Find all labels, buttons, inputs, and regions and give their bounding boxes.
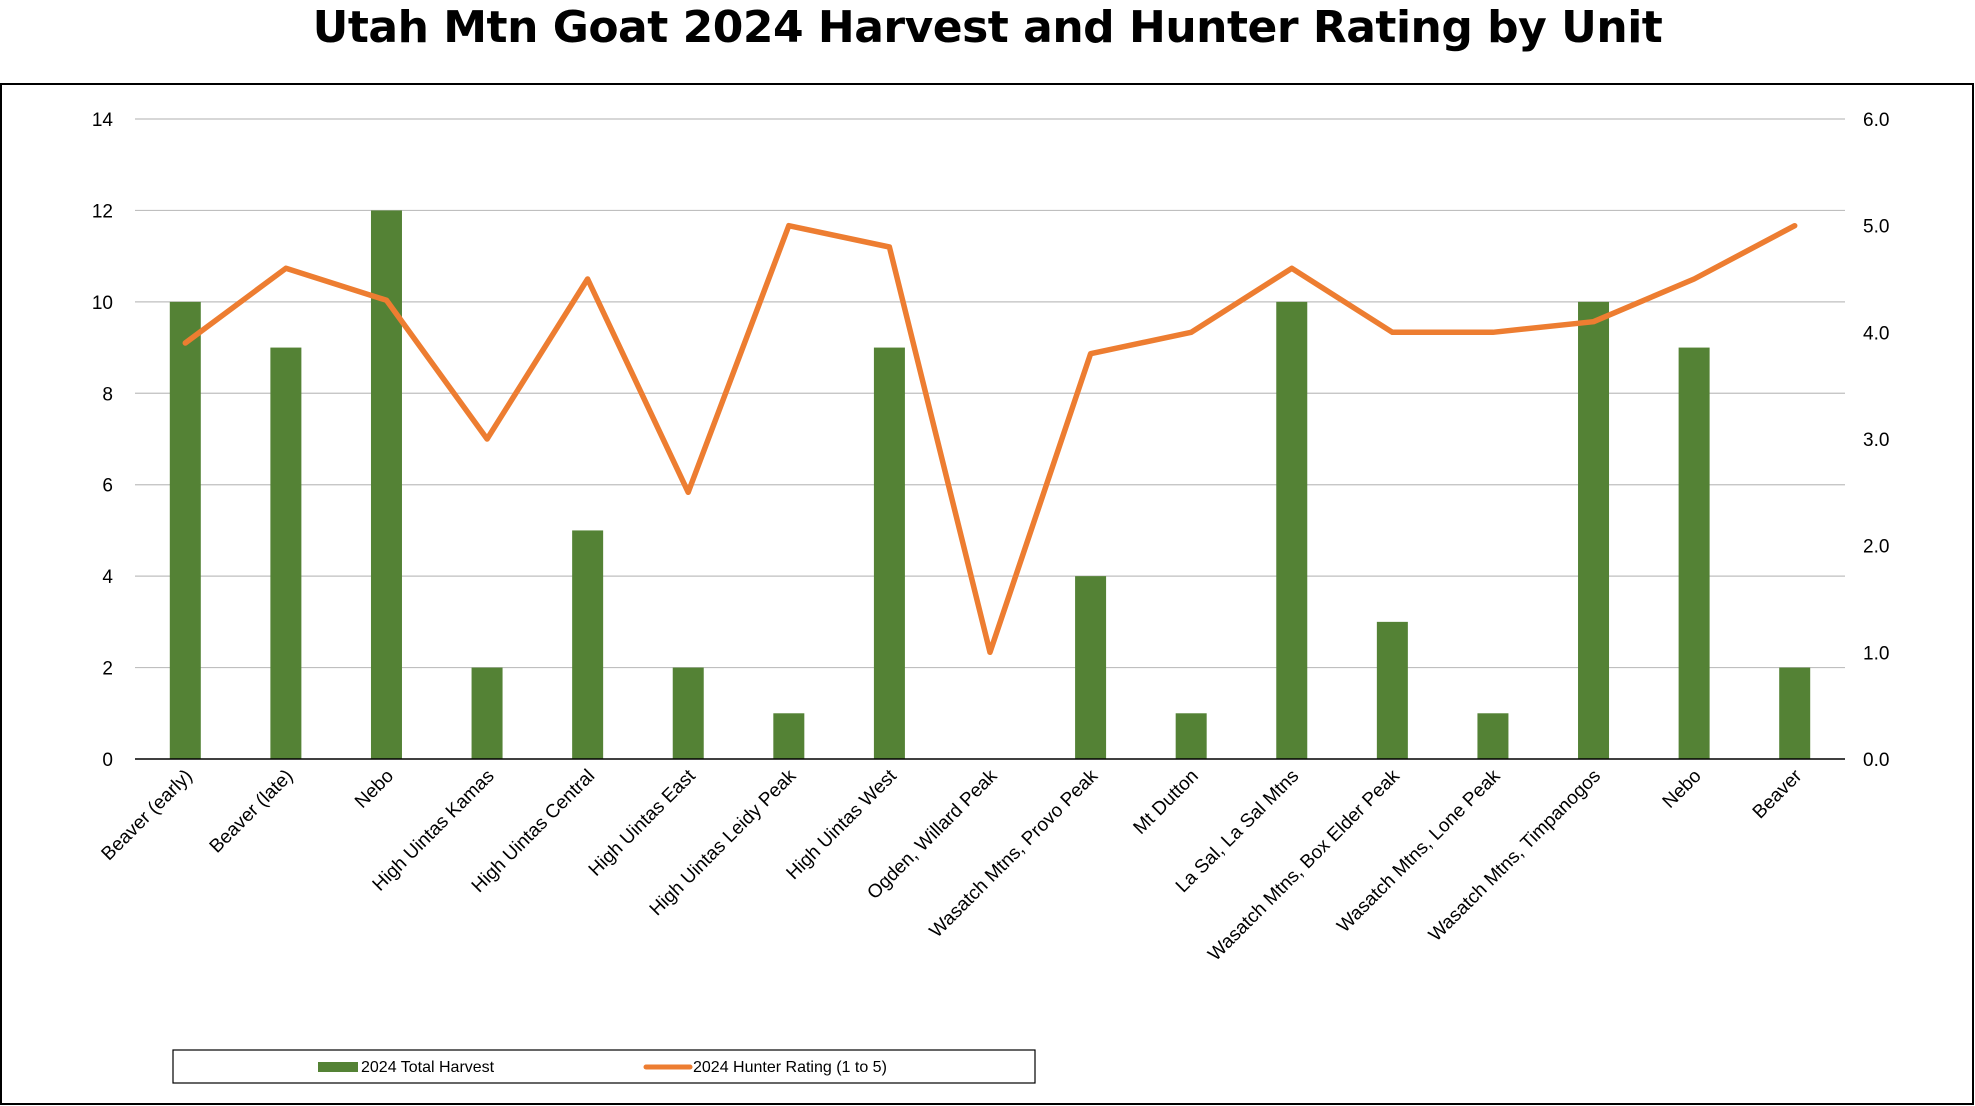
left-axis-ticks: 0 2 4 6 8 10 12 14 xyxy=(92,110,114,771)
left-tick-label: 0 xyxy=(102,750,113,771)
gridlines xyxy=(135,118,1845,669)
left-tick-label: 8 xyxy=(102,384,113,405)
bar xyxy=(370,210,402,759)
right-tick-label: 1.0 xyxy=(1863,643,1889,664)
bar xyxy=(169,301,201,759)
bar xyxy=(1376,621,1408,759)
bar xyxy=(471,667,503,759)
left-tick-label: 10 xyxy=(92,293,113,314)
legend-box xyxy=(172,1049,1036,1084)
right-tick-label: 3.0 xyxy=(1863,430,1889,451)
chart-title: Utah Mtn Goat 2024 Harvest and Hunter Ra… xyxy=(312,2,1663,53)
left-tick-label: 14 xyxy=(92,110,114,131)
bar xyxy=(1175,713,1207,759)
rating-line xyxy=(182,222,1798,656)
bar xyxy=(270,347,302,759)
right-tick-label: 4.0 xyxy=(1863,323,1889,344)
legend: 2024 Total Harvest 2024 Hunter Rating (1… xyxy=(172,1049,1036,1084)
right-tick-label: 6.0 xyxy=(1863,110,1889,131)
legend-label-rating: 2024 Hunter Rating (1 to 5) xyxy=(693,1059,887,1076)
bar xyxy=(873,347,905,759)
right-tick-label: 5.0 xyxy=(1863,217,1889,238)
left-tick-label: 12 xyxy=(92,201,113,222)
bar xyxy=(773,713,805,759)
legend-swatch-harvest xyxy=(318,1062,358,1072)
right-axis-ticks: 0.0 1.0 2.0 3.0 4.0 5.0 6.0 xyxy=(1863,110,1889,771)
left-tick-label: 4 xyxy=(102,567,113,588)
left-tick-label: 2 xyxy=(102,659,113,680)
bar xyxy=(1678,347,1710,759)
bar xyxy=(1276,301,1308,759)
bar xyxy=(1477,713,1509,759)
right-tick-label: 0.0 xyxy=(1863,750,1889,771)
bar-series xyxy=(169,210,1811,759)
chart-frame xyxy=(0,83,1974,1105)
right-tick-label: 2.0 xyxy=(1863,537,1889,558)
legend-label-harvest: 2024 Total Harvest xyxy=(361,1059,495,1076)
line-series xyxy=(182,222,1798,656)
bar xyxy=(1578,301,1610,759)
bar xyxy=(1779,667,1811,759)
bar xyxy=(672,667,704,759)
left-tick-label: 6 xyxy=(102,476,113,497)
bar xyxy=(572,530,604,759)
bar xyxy=(1075,576,1107,759)
